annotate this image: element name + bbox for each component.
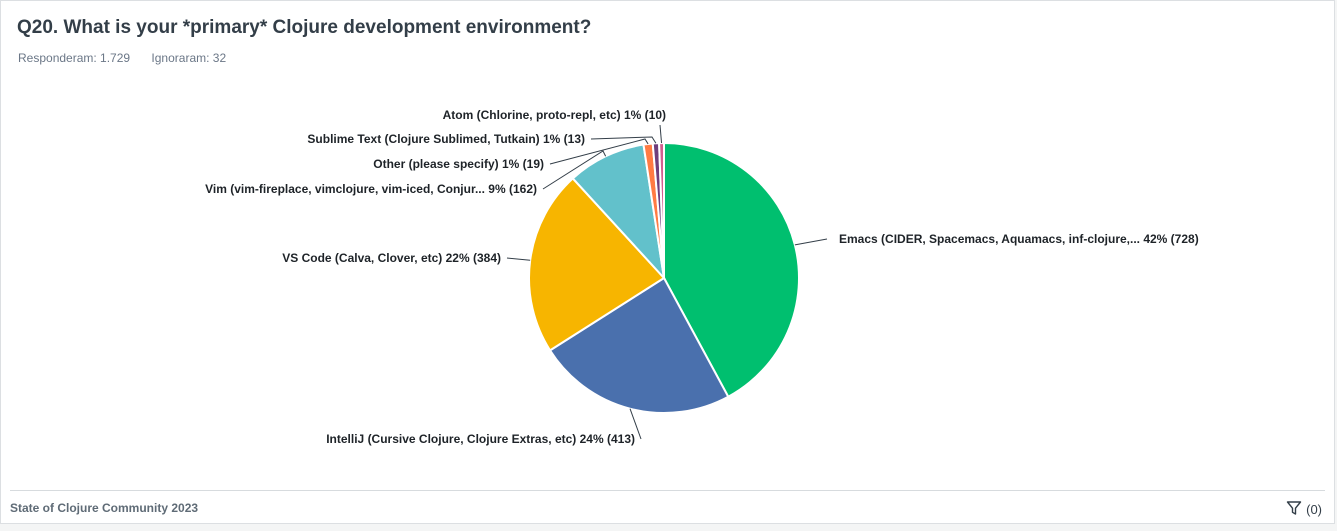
- leader-line: [542, 150, 607, 190]
- filter-count: (0): [1306, 502, 1322, 517]
- survey-name: State of Clojure Community 2023: [10, 501, 199, 515]
- filter-icon: [1286, 500, 1302, 519]
- leader-line: [590, 136, 657, 144]
- pie-slice[interactable]: [663, 141, 800, 399]
- response-stats: Responderam: 1.729 Ignoraram: 32: [18, 51, 244, 65]
- leader-line: [549, 138, 649, 165]
- leader-line: [506, 257, 531, 261]
- leader-line: [794, 238, 828, 246]
- slice-label: Other (please specify) 1% (19): [373, 157, 544, 171]
- leader-line: [629, 408, 642, 440]
- slice-label: IntelliJ (Cursive Clojure, Clojure Extra…: [326, 432, 635, 446]
- slice-label: Atom (Chlorine, proto-repl, etc) 1% (10): [443, 108, 666, 122]
- slice-label: Vim (vim-fireplace, vimclojure, vim-iced…: [205, 182, 537, 196]
- pie-chart: Emacs (CIDER, Spacemacs, Aquamacs, inf-c…: [205, 108, 1199, 446]
- slice-label: VS Code (Calva, Clover, etc) 22% (384): [282, 251, 501, 265]
- slice-label: Emacs (CIDER, Spacemacs, Aquamacs, inf-c…: [839, 232, 1199, 246]
- pie-slice[interactable]: [548, 276, 730, 414]
- question-title: Q20. What is your *primary* Clojure deve…: [17, 17, 592, 38]
- skipped-count: Ignoraram: 32: [151, 51, 227, 65]
- pie-slice[interactable]: [571, 143, 666, 282]
- card-footer: State of Clojure Community 2023 (0): [10, 490, 1325, 525]
- slice-label: Sublime Text (Clojure Sublimed, Tutkain)…: [307, 132, 585, 146]
- answered-count: Responderam: 1.729: [18, 51, 131, 65]
- leader-line: [659, 124, 663, 144]
- filter-button[interactable]: (0): [1286, 500, 1322, 519]
